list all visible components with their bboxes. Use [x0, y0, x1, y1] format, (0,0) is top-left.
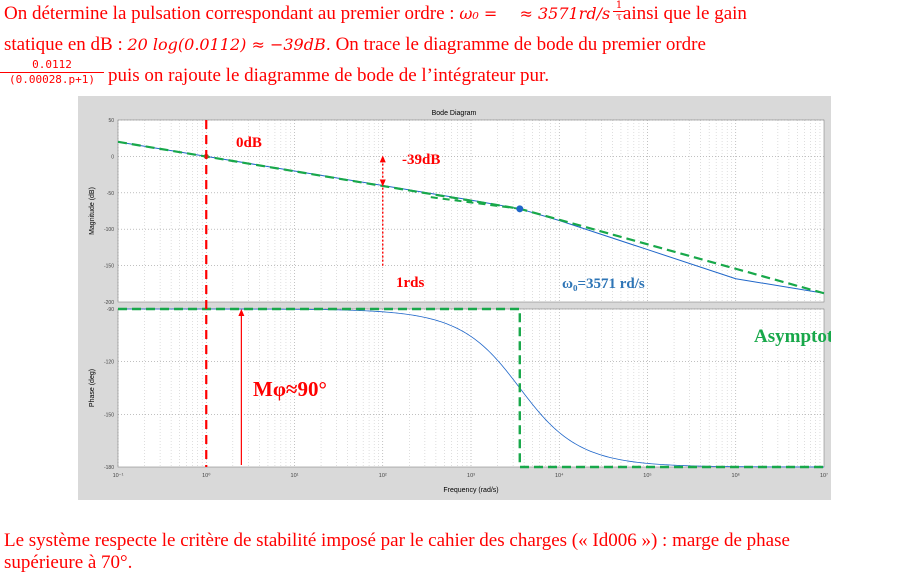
- tau-fraction: 1 τ: [613, 0, 625, 23]
- magnitude-tick-label: -100: [104, 227, 114, 233]
- phase-margin-arrow-head: [238, 309, 245, 316]
- annotations: [205, 120, 386, 467]
- intro-line-2: statique en dB : 20 log(0.0112) ≈ −39dB.…: [4, 34, 706, 56]
- phase-asymptote: [118, 307, 824, 469]
- magnitude-frame: [117, 119, 825, 303]
- label-0db: 0dB: [236, 135, 262, 151]
- label-omega0: ω₀=3571 rd/s: [562, 276, 645, 292]
- frequency-tick-label: 10⁶: [732, 472, 740, 479]
- intro-line-2-text: statique en dB :: [4, 34, 123, 55]
- omega-symbol: ω₀ =: [459, 4, 503, 23]
- magnitude-tick-label: 50: [108, 118, 114, 124]
- intro-line-3-text: puis on rajoute le diagramme de bode de …: [108, 65, 550, 86]
- gain-arrow-head-down: [379, 179, 386, 187]
- intro-line-1-text: On détermine la pulsation correspondant …: [4, 3, 455, 24]
- magnitude-tick-label: -50: [107, 191, 114, 197]
- phase-tick-label: -120: [104, 360, 114, 366]
- conclusion-line-2: supérieure à 70°.: [4, 552, 132, 574]
- magnitude-ylabel: Magnitude (dB): [89, 187, 96, 235]
- magnitude-tick-label: 0: [111, 154, 114, 160]
- intro-line-1-end: ainsi que le gain: [622, 3, 747, 24]
- frequency-tick-label: 10¹: [291, 473, 299, 479]
- omega-value: ≈ 3571rd/s: [514, 4, 611, 23]
- label-phase-margin: Mφ≈90°: [253, 377, 327, 401]
- label-asymptotes: Asymptotes: [754, 326, 831, 347]
- frequency-tick-label: 10⁻¹: [113, 473, 124, 479]
- bode-title: Bode Diagram: [432, 110, 477, 117]
- intro-line-1: On détermine la pulsation correspondant …: [4, 3, 747, 25]
- bode-diagram-svg: Bode Diagram 50 0 -50 -100 -150 -200-90 -120 -1…: [89, 110, 849, 494]
- frequency-tick-label: 10⁰: [202, 472, 211, 479]
- frequency-tick-label: 10⁴: [555, 472, 564, 479]
- conclusion-text-1: Le système respecte le critère de stabil…: [4, 530, 790, 551]
- frequency-tick-label: 10⁵: [643, 472, 651, 479]
- frequency-xlabel: Frequency (rad/s): [443, 487, 498, 494]
- conclusion-line-1: Le système respecte le critère de stabil…: [4, 530, 790, 552]
- bode-curves: [117, 140, 825, 469]
- label-1rds: 1rds: [396, 275, 425, 291]
- magnitude-tick-label: -150: [104, 264, 114, 270]
- magnitude-tick-label: -200: [104, 300, 114, 306]
- tau-fraction-den: τ: [616, 12, 622, 23]
- label-minus-39db: -39dB: [402, 152, 440, 168]
- intro-line-3: puis on rajoute le diagramme de bode de …: [108, 65, 549, 87]
- bode-figure: Bode Diagram 50 0 -50 -100 -150 -200 -90 -120 -1…: [78, 96, 849, 500]
- phase-tick-label: -180: [104, 465, 114, 471]
- phase-ylabel: Phase (deg): [89, 369, 96, 407]
- frequency-tick-label: 10²: [379, 473, 387, 479]
- phase-tick-label: -90: [107, 307, 114, 313]
- magnitude-asymptote-slope: [430, 196, 520, 210]
- intro-line-2-end: On trace le diagramme de bode du premier…: [335, 34, 706, 55]
- frequency-tick-label: 10³: [467, 473, 475, 479]
- plot-grid: [117, 119, 825, 468]
- gain-arrow-head-up: [379, 155, 386, 163]
- omega0-marker: [516, 205, 524, 213]
- phase-tick-label: -150: [104, 412, 114, 418]
- conclusion-text-2: supérieure à 70°.: [4, 552, 133, 573]
- transfer-fraction-den: (0.00028.p+1): [8, 73, 96, 86]
- axis-ticks: 50 0 -50 -100 -150 -200-90 -120 -150 -180 10⁻¹ 10⁰…: [104, 118, 828, 479]
- transfer-fraction: 0.0112 (0.00028.p+1): [0, 58, 104, 86]
- gain-formula: 20 log(0.0112) ≈ −39dB.: [127, 35, 331, 54]
- frequency-tick-label: 10⁷: [820, 472, 828, 479]
- tau-fraction-num: 1: [613, 0, 625, 12]
- transfer-fraction-num: 0.0112: [0, 58, 104, 73]
